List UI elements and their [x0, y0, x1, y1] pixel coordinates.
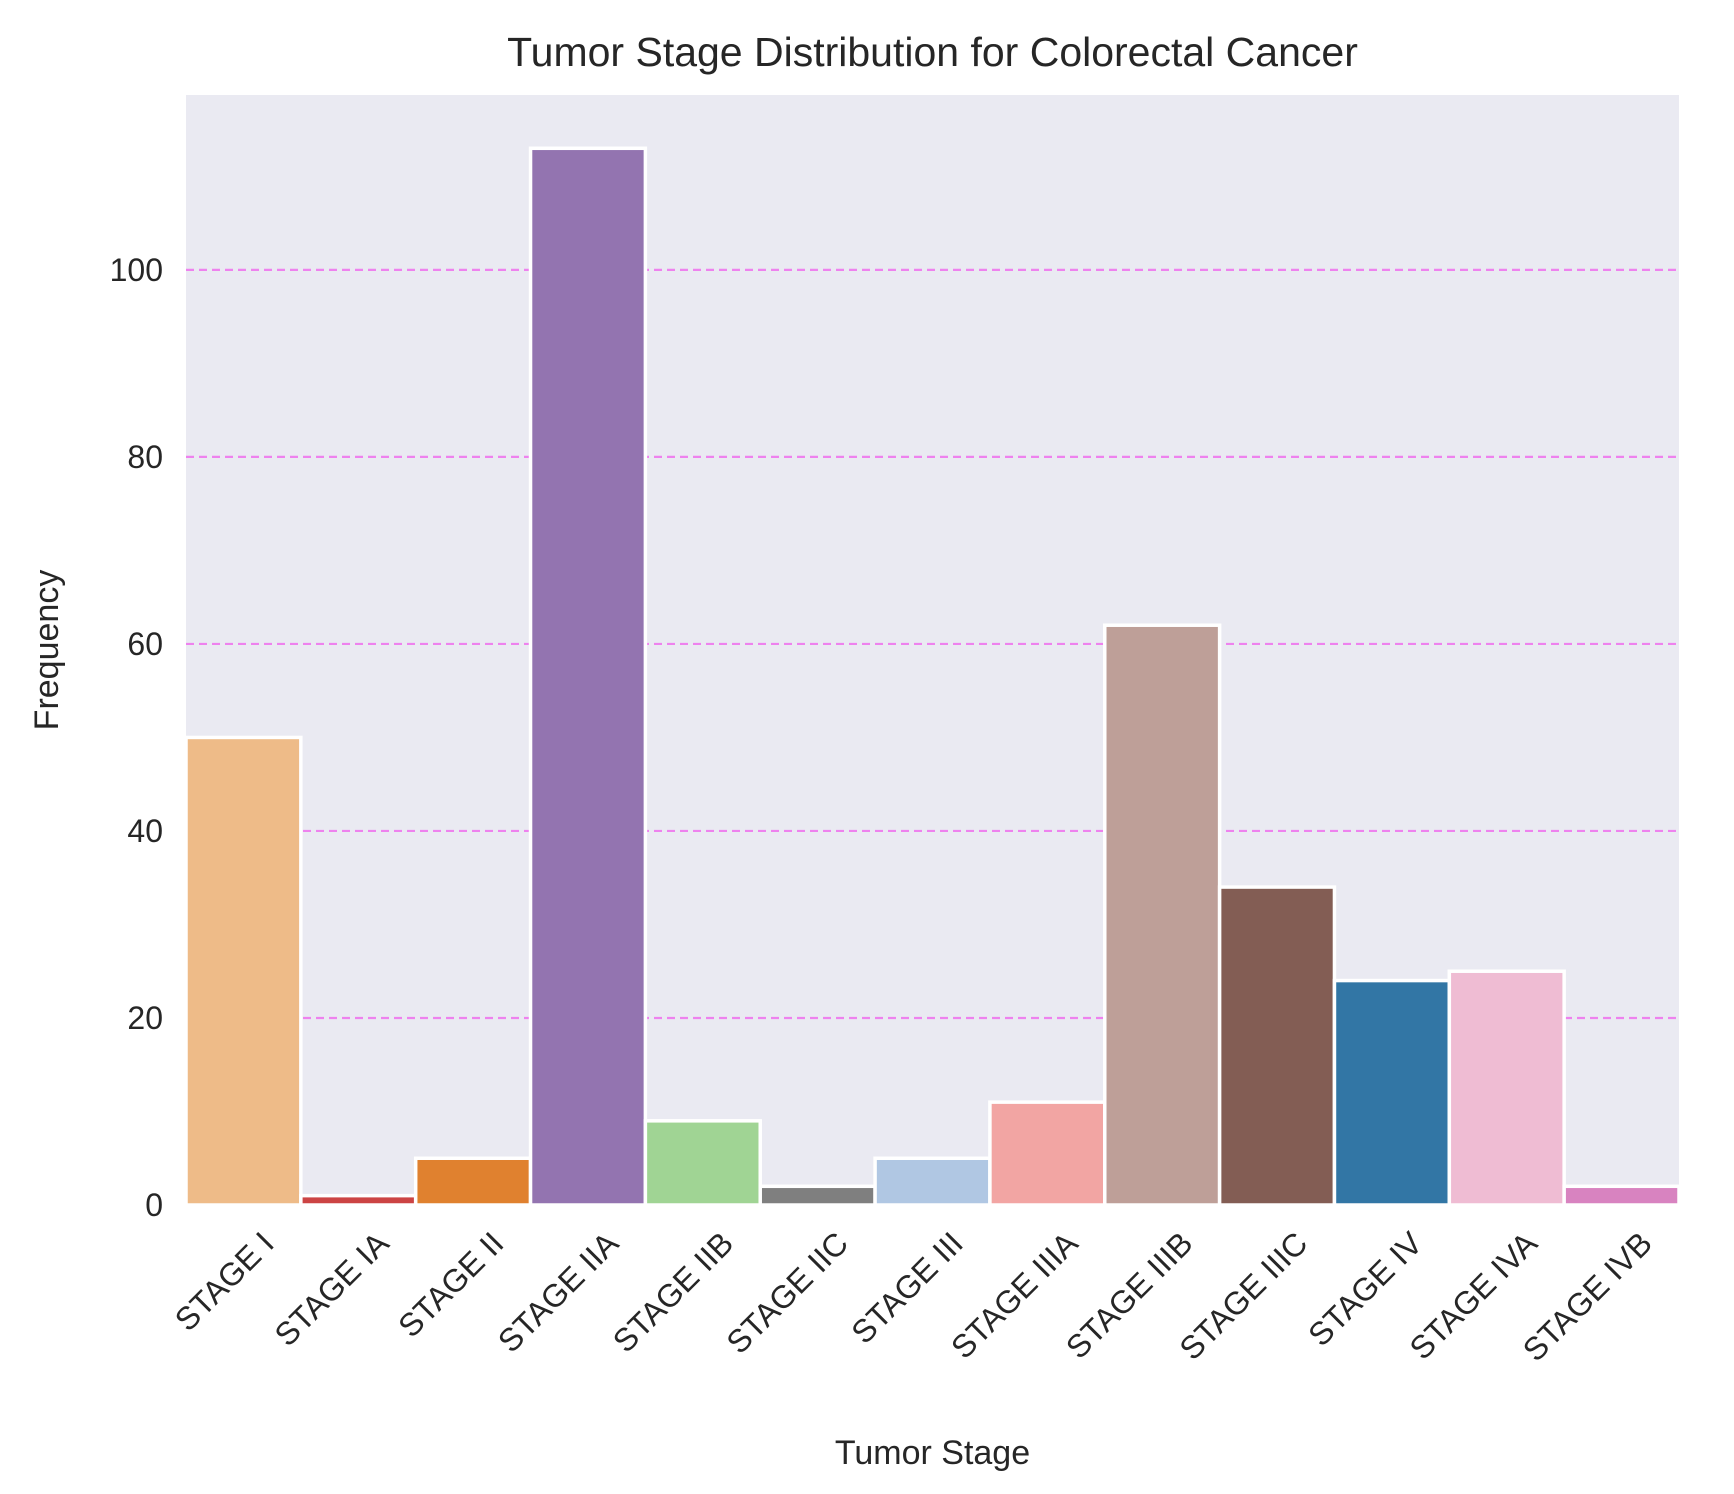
y-axis-ticks: 0 20 40 60 80 100 [110, 252, 163, 1223]
bar-stage-ia [299, 1193, 418, 1207]
bar-stage-iiib [1103, 623, 1222, 1207]
bar-stage-iib [643, 1119, 762, 1207]
bar-stage-iva [1447, 969, 1566, 1207]
y-axis-label: Frequency [28, 570, 66, 731]
x-axis-label: Tumor Stage [835, 1434, 1030, 1472]
bar-stage-iia [528, 146, 648, 1207]
x-tick-label: STAGE IIB [606, 1225, 740, 1359]
bar-stage-iiia [988, 1100, 1107, 1207]
bars [184, 146, 1681, 1207]
x-tick-label: STAGE IIA [491, 1224, 626, 1359]
y-tick-label: 0 [145, 1187, 163, 1223]
y-tick-label: 80 [127, 439, 163, 475]
x-tick-label: STAGE IA [267, 1224, 396, 1353]
y-tick-label: 20 [127, 1000, 163, 1036]
bar-stage-iv [1332, 978, 1452, 1207]
x-tick-label: STAGE IIC [719, 1225, 855, 1361]
chart-title: Tumor Stage Distribution for Colorectal … [507, 29, 1358, 75]
bar-stage-iii [873, 1156, 992, 1207]
grid-lines [186, 268, 1679, 1020]
x-tick-label: STAGE I [168, 1225, 281, 1338]
bar-stage-iiic [1217, 885, 1337, 1207]
x-tick-label: STAGE II [391, 1225, 510, 1344]
y-tick-label: 60 [127, 626, 163, 662]
bar-stage-ii [413, 1156, 533, 1207]
y-tick-label: 40 [127, 813, 163, 849]
bar-stage-i [184, 735, 303, 1207]
bar-stage-ivb [1562, 1184, 1681, 1207]
bar-stage-iic [758, 1184, 877, 1207]
x-tick-label: STAGE III [844, 1225, 970, 1351]
y-tick-label: 100 [110, 252, 163, 288]
